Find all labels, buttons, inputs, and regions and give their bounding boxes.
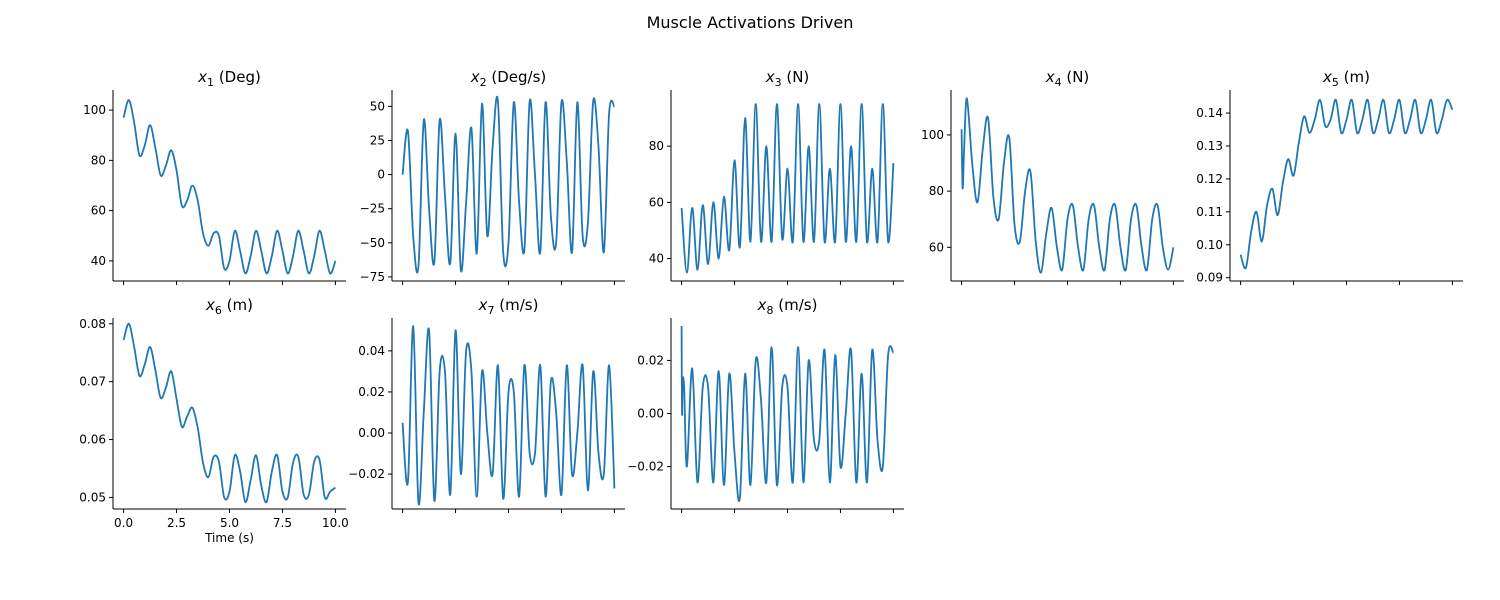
subplot-7: x7 (m/s) −0.02 0.00 0.02 0.04 xyxy=(348,296,625,513)
subplot-title-var: x xyxy=(197,68,207,86)
subplot-title: x3 (N) xyxy=(765,68,810,89)
y-tick-label: 100 xyxy=(921,128,944,142)
series-line xyxy=(122,99,337,275)
subplot-3: x3 (N) 40 60 80 xyxy=(649,68,904,285)
subplot-title-var: x xyxy=(1045,68,1055,86)
subplot-6: x6 (m) 0.05 0.06 0.07 0.08 0.0 2.5 5.0 7.5 10.0 Ti… xyxy=(79,296,348,545)
y-tick-label: −25 xyxy=(360,202,385,216)
subplot-title: x7 (m/s) xyxy=(478,296,539,317)
y-tick-label: 0.13 xyxy=(1196,139,1223,153)
y-tick-label: 0.07 xyxy=(79,375,106,389)
y-tick-label: 0.06 xyxy=(79,433,106,447)
y-tick-label: 100 xyxy=(83,103,106,117)
y-tick-label: 80 xyxy=(929,184,944,198)
y-tick-label: 0.12 xyxy=(1196,172,1223,186)
subplot-title-unit: (Deg) xyxy=(214,68,261,86)
y-tick-label: 0.02 xyxy=(637,353,664,367)
figure-title: Muscle Activations Driven xyxy=(647,13,854,32)
x-tick-label: 5.0 xyxy=(220,516,239,530)
subplot-title-unit: (N) xyxy=(1062,68,1090,86)
y-tick-label: 80 xyxy=(91,153,106,167)
subplot-title: x2 (Deg/s) xyxy=(470,68,547,89)
y-tick-label: −75 xyxy=(360,270,385,284)
y-tick-label: 0.00 xyxy=(358,426,385,440)
series-line xyxy=(680,325,895,502)
subplot-title-subscript: 7 xyxy=(487,304,494,317)
series-line xyxy=(122,322,336,504)
subplot-title-subscript: 1 xyxy=(207,76,214,89)
y-tick-label: −0.02 xyxy=(627,460,664,474)
x-tick-label: 2.5 xyxy=(167,516,186,530)
x-axis-label: Time (s) xyxy=(204,531,254,545)
y-tick-label: 0.11 xyxy=(1196,205,1223,219)
y-tick-label: 0.05 xyxy=(79,490,106,504)
subplot-title-var: x xyxy=(478,296,488,314)
subplot-title: x6 (m) xyxy=(205,296,253,317)
subplot-title-var: x xyxy=(470,68,480,86)
y-tick-label: 25 xyxy=(370,133,385,147)
x-tick-label: 7.5 xyxy=(273,516,292,530)
series-line xyxy=(401,95,616,274)
subplot-title-subscript: 2 xyxy=(480,76,487,89)
subplot-title-var: x xyxy=(205,296,215,314)
y-tick-label: −0.02 xyxy=(348,467,385,481)
series-line xyxy=(401,325,616,506)
subplot-8: x8 (m/s) −0.02 0.00 0.02 xyxy=(627,296,904,513)
y-tick-label: 50 xyxy=(370,99,385,113)
subplot-title: x4 (N) xyxy=(1045,68,1090,89)
subplot-title-unit: (m) xyxy=(1339,68,1370,86)
y-tick-label: 40 xyxy=(91,254,106,268)
y-tick-label: 0.10 xyxy=(1196,238,1223,252)
subplot-1: x1 (Deg) 40 60 80 100 xyxy=(83,68,346,285)
y-tick-label: 60 xyxy=(649,195,664,209)
x-tick-label: 0.0 xyxy=(114,516,133,530)
y-tick-label: 80 xyxy=(649,139,664,153)
subplot-title-var: x xyxy=(757,296,767,314)
y-tick-label: 40 xyxy=(649,252,664,266)
y-tick-label: 60 xyxy=(91,204,106,218)
subplot-title-unit: (m/s) xyxy=(494,296,538,314)
subplot-title-subscript: 8 xyxy=(766,304,773,317)
subplot-title-unit: (N) xyxy=(782,68,810,86)
y-tick-label: 0.02 xyxy=(358,385,385,399)
subplot-title-var: x xyxy=(765,68,775,86)
y-tick-label: −50 xyxy=(360,236,385,250)
subplot-4: x4 (N) 60 80 100 xyxy=(921,68,1184,285)
y-tick-label: 60 xyxy=(929,240,944,254)
y-tick-label: 0.04 xyxy=(358,344,385,358)
subplot-2: x2 (Deg/s) −75 −50 −25 0 25 50 xyxy=(360,68,625,285)
subplot-title-unit: (m) xyxy=(222,296,253,314)
y-tick-label: 0.14 xyxy=(1196,106,1223,120)
subplot-title-var: x xyxy=(1322,68,1332,86)
subplot-title-unit: (Deg/s) xyxy=(487,68,547,86)
subplot-title-subscript: 4 xyxy=(1055,76,1062,89)
subplot-title-subscript: 6 xyxy=(215,304,222,317)
subplot-title: x8 (m/s) xyxy=(757,296,818,317)
subplot-5: x5 (m) 0.09 0.10 0.11 0.12 0.13 0.14 xyxy=(1196,68,1463,285)
series-line xyxy=(960,97,1175,274)
series-line xyxy=(1239,98,1454,270)
subplot-title-subscript: 3 xyxy=(775,76,782,89)
y-tick-label: 0.00 xyxy=(637,407,664,421)
subplot-title-subscript: 5 xyxy=(1332,76,1339,89)
subplot-title: x5 (m) xyxy=(1322,68,1370,89)
y-tick-label: 0.09 xyxy=(1196,271,1223,285)
y-tick-label: 0 xyxy=(377,168,385,182)
x-tick-label: 10.0 xyxy=(322,516,349,530)
subplot-title-unit: (m/s) xyxy=(773,296,817,314)
series-line xyxy=(680,103,895,274)
y-tick-label: 0.08 xyxy=(79,317,106,331)
subplot-title: x1 (Deg) xyxy=(197,68,261,89)
